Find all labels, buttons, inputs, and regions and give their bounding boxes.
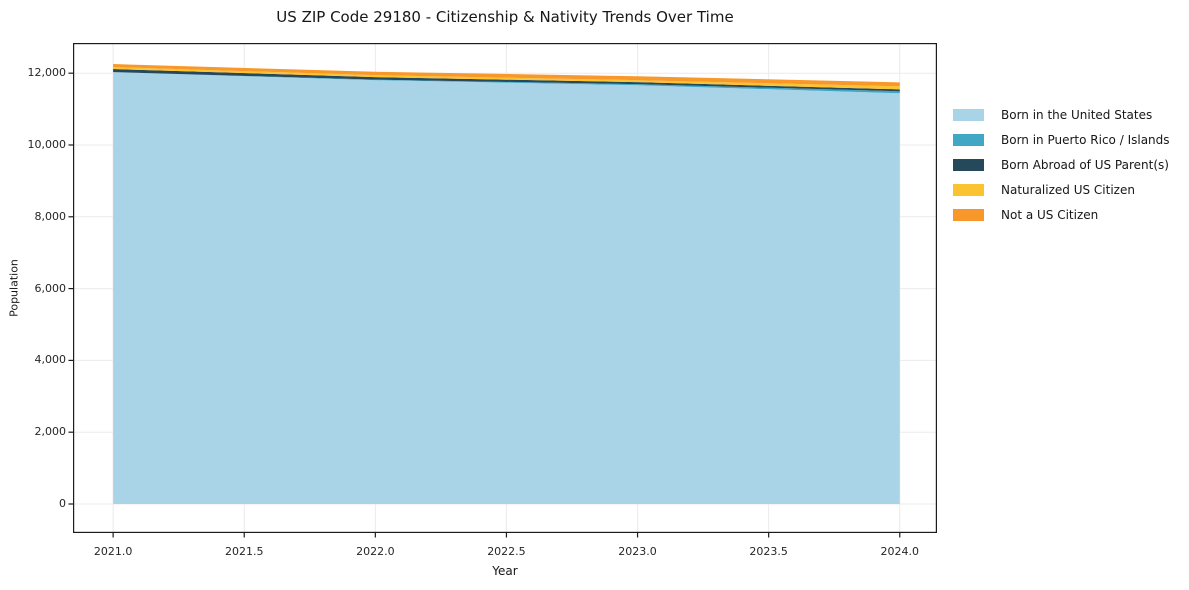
plot-frame — [73, 43, 937, 533]
area-born-abroad-of-us-parent-s — [113, 69, 900, 92]
legend-item-born-in-the-united-states: Born in the United States — [953, 108, 1152, 122]
x-tick-label: 2023.5 — [749, 545, 788, 558]
y-tick-label: 6,000 — [34, 281, 67, 295]
y-tick-label: 0 — [59, 496, 66, 510]
legend-swatch-born-in-puerto-rico-islands — [953, 134, 984, 146]
x-tick-label: 2024.0 — [880, 545, 920, 558]
legend-label: Born Abroad of US Parent(s) — [1001, 158, 1169, 172]
legend-item-born-abroad-of-us-parent-s: Born Abroad of US Parent(s) — [953, 158, 1169, 172]
legend-swatch-not-a-us-citizen — [953, 209, 984, 221]
legend-swatch-born-in-the-united-states — [953, 109, 984, 121]
area-not-a-us-citizen — [113, 64, 900, 87]
x-axis-label: Year — [492, 564, 518, 578]
legend-item-naturalized-us-citizen: Naturalized US Citizen — [953, 183, 1135, 197]
legend-swatch-born-abroad-of-us-parent-s — [953, 159, 984, 171]
legend-label: Naturalized US Citizen — [1001, 183, 1135, 197]
chart-title: US ZIP Code 29180 - Citizenship & Nativi… — [276, 8, 734, 26]
x-tick-label: 2021.5 — [224, 545, 264, 558]
x-tick-label: 2022.0 — [356, 545, 395, 558]
area-born-in-the-united-states — [113, 72, 900, 504]
legend-label: Not a US Citizen — [1001, 208, 1099, 222]
y-tick-label: 4,000 — [34, 353, 67, 367]
x-tick-label: 2023.0 — [618, 545, 657, 558]
legend-item-born-in-puerto-rico-islands: Born in Puerto Rico / Islands — [953, 133, 1170, 147]
legend-item-not-a-us-citizen: Not a US Citizen — [953, 208, 1098, 222]
y-tick-label: 2,000 — [34, 425, 67, 439]
legend-label: Born in the United States — [1001, 108, 1153, 122]
y-tick-label: 10,000 — [27, 137, 67, 151]
legend-label: Born in Puerto Rico / Islands — [1001, 133, 1170, 147]
legend-swatch-naturalized-us-citizen — [953, 184, 984, 196]
area-born-in-puerto-rico-islands — [113, 72, 900, 94]
y-tick-label: 12,000 — [27, 66, 67, 80]
x-tick-label: 2022.5 — [487, 545, 526, 558]
plot-area — [68, 43, 937, 538]
y-tick-label: 8,000 — [34, 209, 67, 223]
x-tick-label: 2021.0 — [93, 545, 133, 558]
area-naturalized-us-citizen — [113, 67, 900, 90]
